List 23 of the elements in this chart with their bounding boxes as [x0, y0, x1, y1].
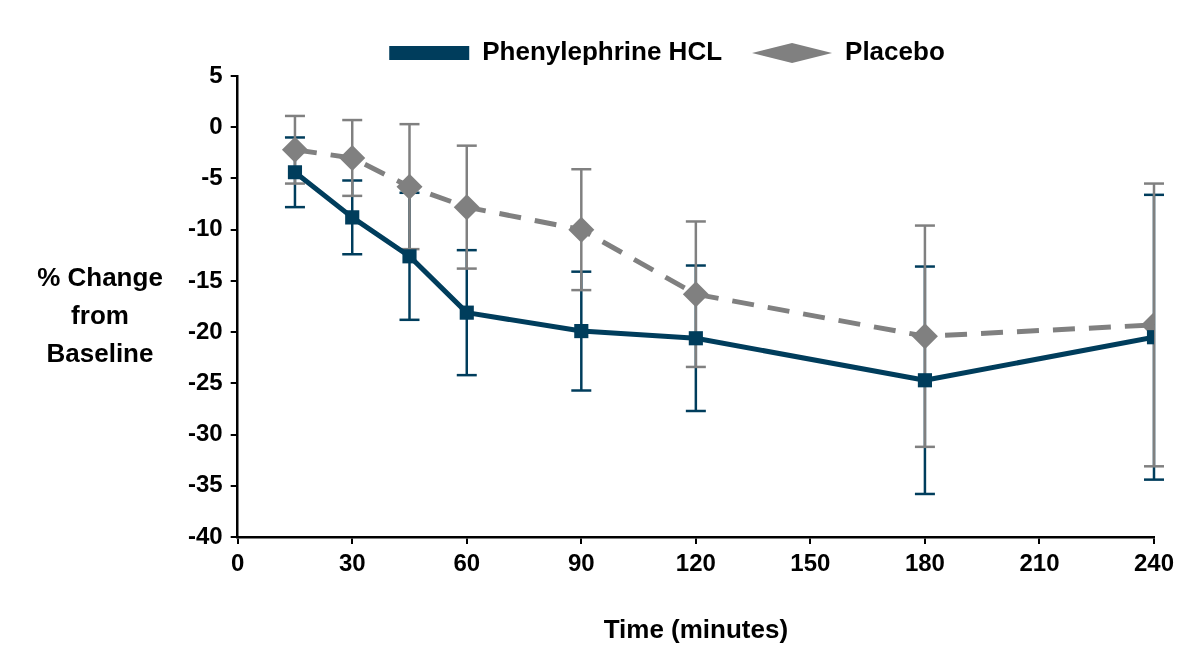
y-tick-label: -25 [188, 367, 223, 395]
legend-label: Phenylephrine HCL [482, 36, 723, 67]
x-tick-label: 150 [790, 549, 831, 577]
x-tick-label: 60 [453, 549, 481, 577]
x-tick-label: 120 [675, 549, 716, 577]
y-axis-title: % Change from Baseline [36, 261, 164, 370]
y-tick-label: -20 [188, 316, 223, 344]
y-tick-label: -5 [201, 163, 223, 191]
x-tick-label: 210 [1019, 549, 1060, 577]
y-tick-label: -10 [188, 214, 223, 242]
y-tick-label: -15 [188, 265, 223, 293]
y-tick-label: -40 [188, 521, 223, 549]
x-tick-label: 0 [231, 549, 245, 577]
x-tick-label: 30 [338, 549, 366, 577]
legend-label: Placebo [845, 36, 945, 67]
y-tick-label: 5 [209, 60, 223, 88]
x-tick-label: 90 [567, 549, 595, 577]
y-tick-label: 0 [209, 111, 223, 139]
x-tick-label: 180 [904, 549, 945, 577]
x-axis-title: Time (minutes) [603, 613, 789, 644]
y-tick-label: -30 [188, 419, 223, 447]
x-tick-label: 240 [1133, 549, 1175, 577]
y-tick-label: -35 [188, 470, 223, 498]
